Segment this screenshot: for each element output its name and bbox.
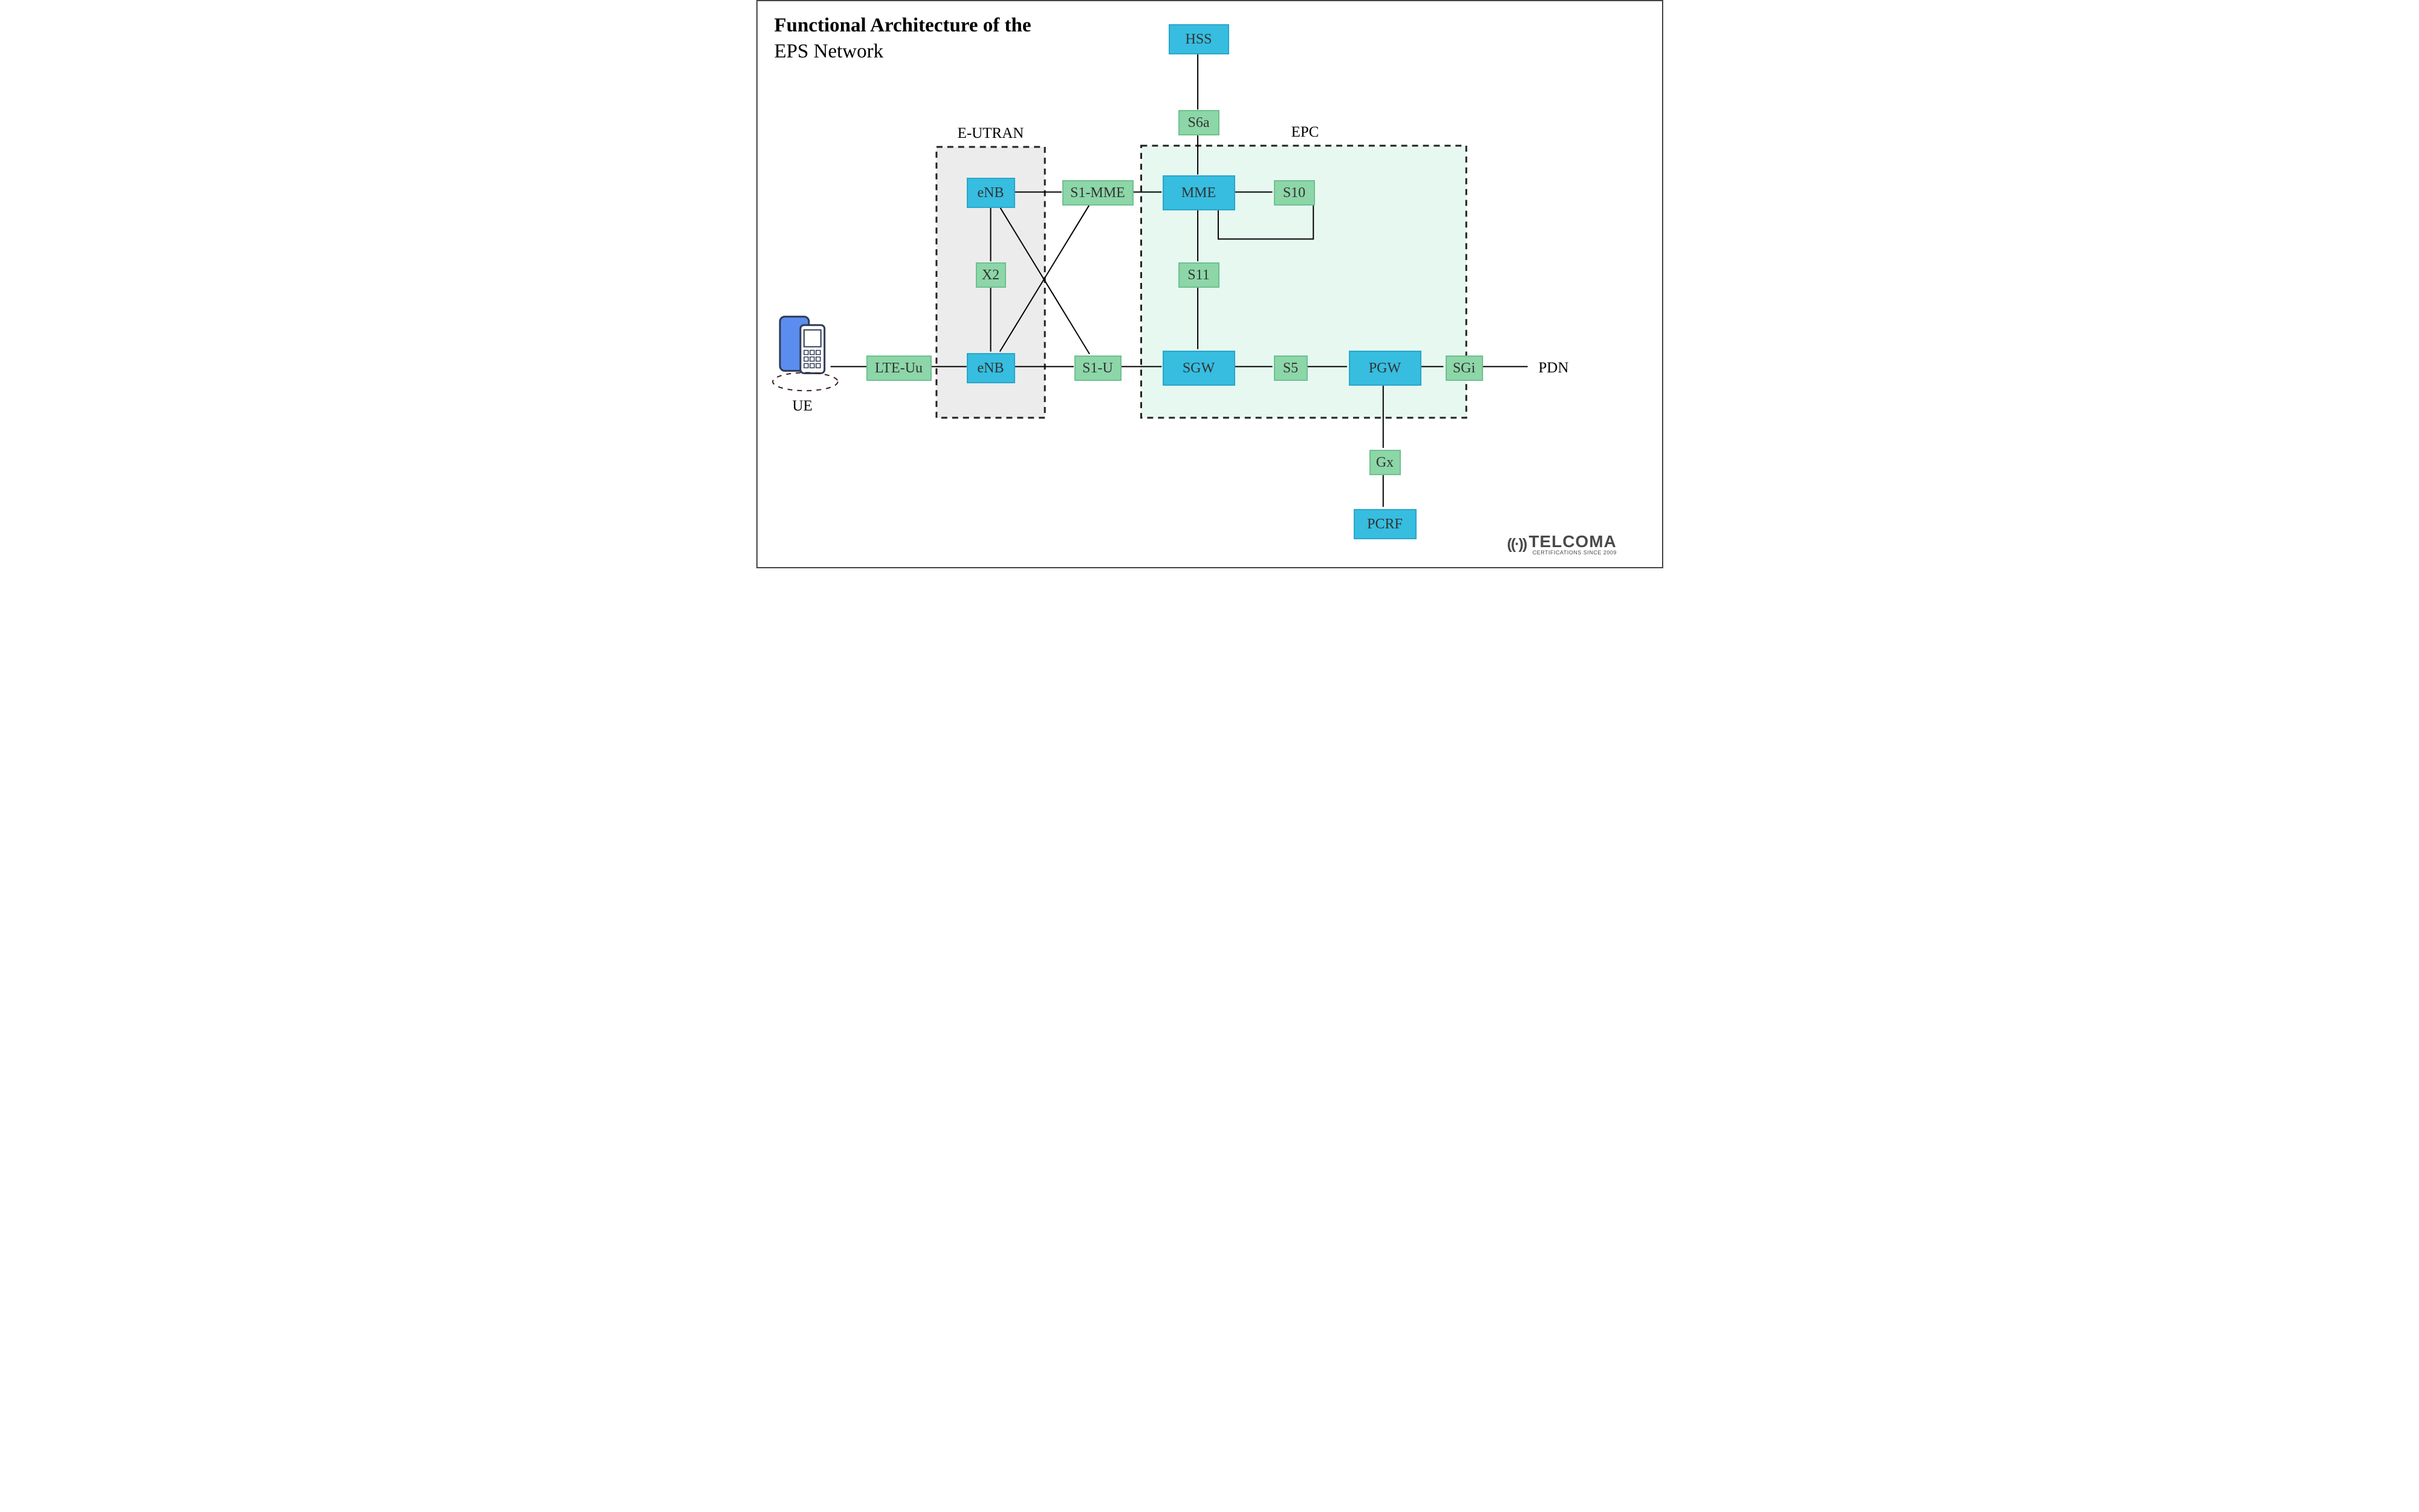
node-sgi: SGi [1446, 355, 1483, 381]
telcoma-logo: ((·))TELCOMACERTIFICATIONS SINCE 2009 [1507, 533, 1617, 556]
node-s5: S5 [1274, 355, 1308, 381]
node-mme: MME [1163, 175, 1235, 210]
logo-signal-icon: ((·)) [1507, 536, 1527, 553]
edge-enb1-s1u [999, 207, 1089, 354]
node-s10: S10 [1274, 180, 1315, 206]
node-lteuu: LTE-Uu [866, 355, 932, 381]
node-sgw: SGW [1163, 351, 1235, 386]
logo-tagline: CERTIFICATIONS SINCE 2009 [1533, 550, 1617, 556]
diagram-title-line2: EPS Network [774, 41, 1031, 63]
node-enb2: eNB [967, 353, 1015, 383]
node-gx: Gx [1369, 450, 1401, 475]
ue-label: UE [793, 398, 813, 415]
node-s6a: S6a [1178, 110, 1219, 135]
pdn-label: PDN [1539, 360, 1569, 377]
diagram-title: Functional Architecture of the EPS Networ… [774, 15, 1031, 63]
eutran-group-label: E-UTRAN [958, 125, 1024, 142]
node-s1mme: S1-MME [1062, 180, 1134, 206]
node-x2: X2 [976, 262, 1006, 288]
epc-group-label: EPC [1291, 124, 1319, 141]
ue-base-ellipse [773, 372, 838, 391]
ue-devices-icon [780, 317, 825, 374]
node-s11: S11 [1178, 262, 1219, 288]
logo-name: TELCOMA [1528, 533, 1616, 550]
diagram-canvas: HSS S6a eNB X2 eNB S1-MME S1-U MME S10 S11 SGW S5 PG… [756, 0, 1663, 568]
diagram-title-line1: Functional Architecture of the [774, 15, 1031, 37]
edge-enb2-s1mme [999, 205, 1089, 352]
node-s1u: S1-U [1074, 355, 1122, 381]
node-pcrf: PCRF [1354, 509, 1417, 539]
node-enb1: eNB [967, 178, 1015, 208]
node-pgw: PGW [1349, 351, 1421, 386]
node-hss: HSS [1169, 24, 1229, 54]
